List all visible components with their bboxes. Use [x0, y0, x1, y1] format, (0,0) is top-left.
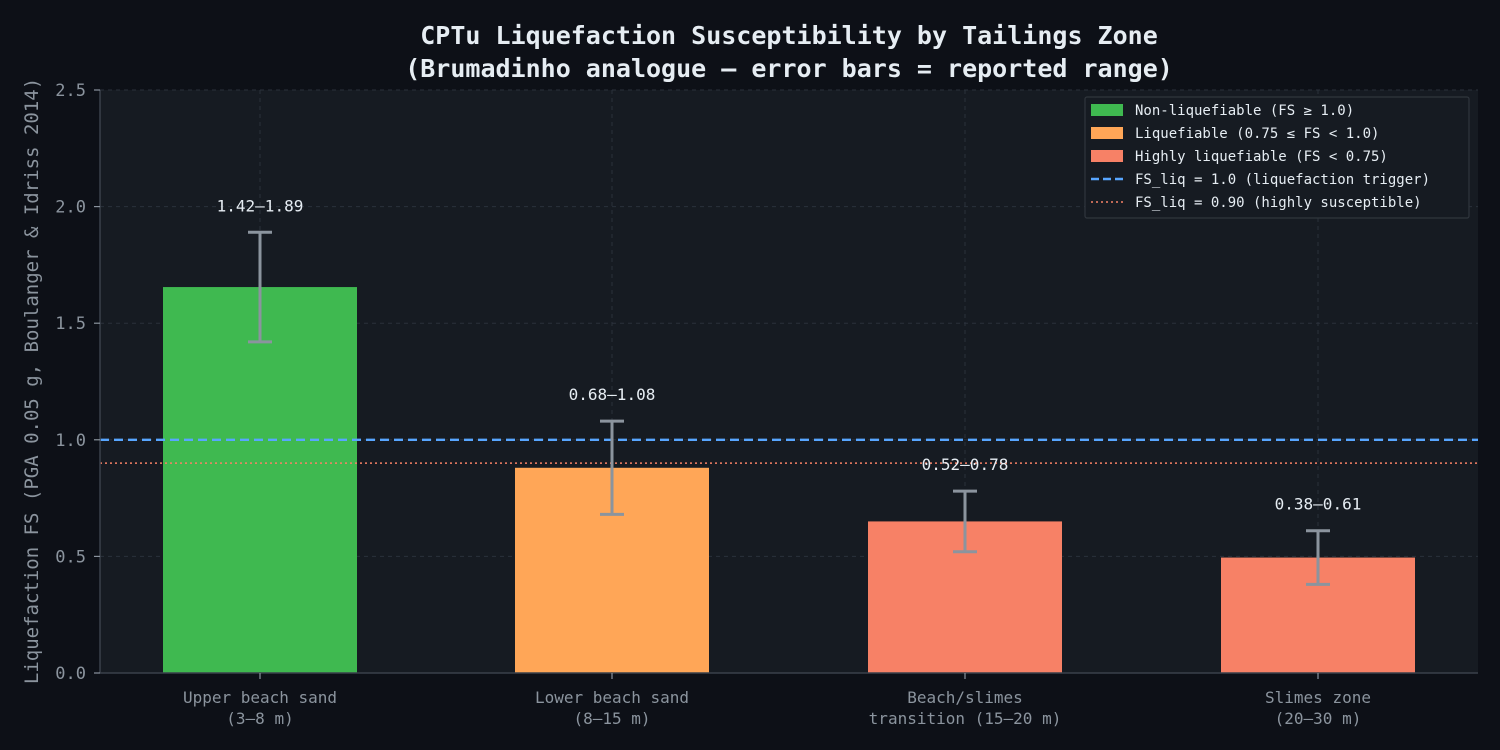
- error-bar: [248, 230, 272, 344]
- legend-label: Liquefiable (0.75 ≤ FS < 1.0): [1135, 126, 1379, 142]
- y-ticks: 0.0 0.5 1.0 1.5 2.0 2.5: [55, 81, 100, 684]
- y-tick-label: 1.5: [55, 314, 86, 334]
- range-labels: 1.42–1.89 0.68–1.08 0.52–0.78 0.38–0.61: [217, 196, 1362, 513]
- legend-label: FS_liq = 1.0 (liquefaction trigger): [1135, 172, 1430, 188]
- legend-frame: [1084, 96, 1470, 219]
- y-tick-label: 2.0: [55, 198, 86, 218]
- y-axis-label: Liquefaction FS (PGA 0.05 g, Boulanger &…: [21, 78, 43, 684]
- legend: Non-liquefiable (FS ≥ 1.0) Liquefiable (0…: [1084, 96, 1470, 219]
- y-tick-label: 2.5: [55, 81, 86, 101]
- error-bar: [1306, 529, 1330, 586]
- chart-title-line1: CPTu Liquefaction Susceptibility by Tail…: [420, 21, 1158, 50]
- chart-title-line2: (Brumadinho analogue — error bars = repo…: [405, 54, 1173, 83]
- legend-label: Highly liquefiable (FS < 0.75): [1135, 149, 1388, 165]
- x-tick-label: Upper beach sand (3–8 m): [183, 688, 337, 728]
- legend-label: FS_liq = 0.90 (highly susceptible): [1135, 195, 1422, 211]
- legend-item: FS_liq = 1.0 (liquefaction trigger): [1091, 172, 1430, 188]
- x-tick-label: Beach/slimes transition (15–20 m): [869, 688, 1062, 728]
- y-tick-label: 1.0: [55, 431, 86, 451]
- legend-swatch: [1091, 127, 1123, 139]
- y-tick-label: 0.5: [55, 547, 86, 567]
- legend-item: FS_liq = 0.90 (highly susceptible): [1091, 195, 1422, 211]
- legend-item: Highly liquefiable (FS < 0.75): [1091, 149, 1388, 165]
- range-label: 0.38–0.61: [1275, 495, 1362, 514]
- reference-lines: [100, 438, 1478, 464]
- range-label: 1.42–1.89: [217, 196, 304, 215]
- bar: [163, 287, 357, 673]
- x-tick-label: Slimes zone (20–30 m): [1265, 688, 1371, 728]
- x-ticks: Upper beach sand (3–8 m) Lower beach sand(…: [183, 673, 1371, 728]
- legend-swatch: [1091, 104, 1123, 116]
- y-tick-label: 0.0: [55, 664, 86, 684]
- error-bars: [248, 230, 1330, 586]
- range-label: 0.52–0.78: [922, 455, 1009, 474]
- legend-swatch: [1091, 150, 1123, 162]
- bars: [163, 287, 1415, 673]
- range-label: 0.68–1.08: [569, 385, 656, 404]
- legend-item: Non-liquefiable (FS ≥ 1.0): [1091, 103, 1354, 119]
- x-tick-label: Lower beach sand (8–15 m): [535, 688, 689, 728]
- legend-item: Liquefiable (0.75 ≤ FS < 1.0): [1091, 126, 1379, 142]
- error-bar: [600, 419, 624, 516]
- legend-label: Non-liquefiable (FS ≥ 1.0): [1135, 103, 1354, 119]
- axes: [99, 90, 1478, 674]
- error-bar: [953, 489, 977, 554]
